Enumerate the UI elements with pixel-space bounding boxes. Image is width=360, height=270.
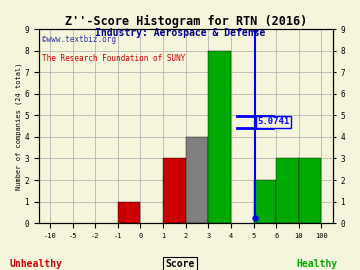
Bar [276,158,299,223]
Bar [208,51,231,223]
Bar [118,201,140,223]
Text: Healthy: Healthy [296,259,337,269]
Text: ©www.textbiz.org: ©www.textbiz.org [41,35,116,44]
Bar [253,180,276,223]
Text: Industry: Aerospace & Defense: Industry: Aerospace & Defense [95,28,265,38]
Bar [186,137,208,223]
Text: Unhealthy: Unhealthy [10,259,62,269]
Text: 5.0741: 5.0741 [258,117,290,126]
Bar [163,158,186,223]
Text: Score: Score [165,259,195,269]
Text: The Research Foundation of SUNY: The Research Foundation of SUNY [41,55,185,63]
Title: Z''-Score Histogram for RTN (2016): Z''-Score Histogram for RTN (2016) [64,15,307,28]
Y-axis label: Number of companies (24 total): Number of companies (24 total) [15,62,22,190]
Bar [299,158,321,223]
